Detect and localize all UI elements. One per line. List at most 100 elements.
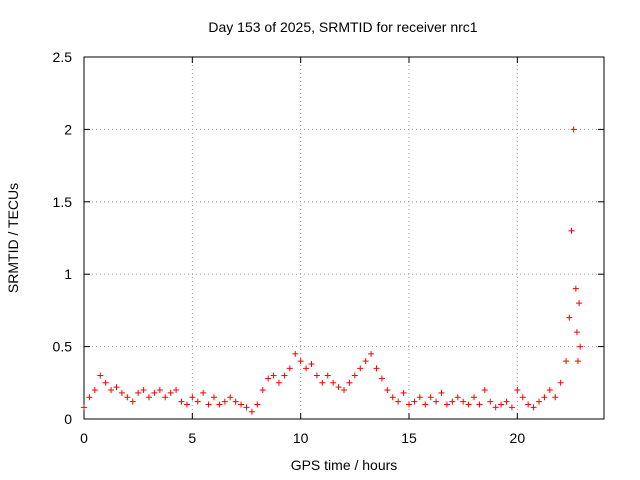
data-point: [243, 404, 250, 411]
data-point: [508, 404, 515, 411]
data-point: [118, 389, 125, 396]
data-point: [471, 394, 477, 401]
data-point: [351, 372, 358, 379]
data-point: [368, 350, 375, 357]
data-point: [411, 398, 418, 405]
y-tick-label: 2.5: [53, 49, 73, 65]
data-point: [254, 401, 261, 408]
data-point: [546, 387, 553, 394]
x-tick-label: 0: [80, 430, 88, 446]
data-point: [481, 387, 488, 394]
data-point: [570, 126, 577, 133]
data-point: [313, 372, 320, 379]
data-point: [232, 398, 239, 405]
data-point: [324, 372, 331, 379]
data-point: [97, 372, 104, 379]
data-point: [568, 227, 575, 234]
data-point: [552, 394, 559, 401]
data-point: [572, 285, 579, 292]
data-point: [357, 365, 364, 372]
grid: [84, 57, 604, 419]
data-point: [124, 394, 131, 401]
data-point: [238, 401, 245, 408]
data-point: [303, 365, 310, 372]
data-point: [427, 394, 434, 401]
axes: [83, 56, 605, 420]
data-points: [81, 126, 584, 415]
data-point: [135, 389, 142, 396]
data-point: [216, 401, 223, 408]
y-axis-label: SRMTID / TECUs: [5, 183, 21, 293]
data-point: [194, 398, 201, 405]
data-point: [530, 404, 537, 411]
data-point: [422, 401, 429, 408]
data-point: [330, 379, 337, 386]
data-point: [205, 401, 212, 408]
data-point: [557, 379, 564, 386]
y-tick-label: 0: [64, 411, 72, 427]
data-point: [308, 360, 315, 367]
data-point: [248, 408, 255, 415]
data-point: [178, 398, 185, 405]
plot-frame: [83, 56, 605, 420]
data-point: [91, 387, 98, 394]
data-point: [454, 394, 461, 401]
data-point: [443, 401, 450, 408]
x-tick-label: 5: [188, 430, 196, 446]
data-point: [319, 379, 326, 386]
data-point: [438, 389, 445, 396]
data-point: [86, 394, 93, 401]
data-point: [476, 401, 483, 408]
data-point: [281, 372, 288, 379]
y-tick-label: 2: [64, 121, 72, 137]
data-point: [162, 394, 169, 401]
tick-labels: 0 5 10 15 20 0 0.5 1 1.5 2 2.5: [53, 49, 526, 446]
data-point: [151, 389, 158, 396]
data-point: [563, 358, 570, 365]
data-point: [346, 379, 353, 386]
data-point: [102, 379, 109, 386]
data-point: [384, 387, 391, 394]
data-point: [113, 384, 120, 391]
data-point: [227, 394, 234, 401]
data-point: [525, 401, 532, 408]
data-point: [297, 358, 304, 365]
data-point: [259, 387, 266, 394]
data-point: [465, 401, 472, 408]
data-point: [541, 394, 548, 401]
y-tick-label: 1: [64, 266, 72, 282]
data-point: [335, 384, 342, 391]
data-point: [514, 387, 521, 394]
data-point: [566, 314, 573, 321]
data-point: [362, 358, 369, 365]
data-point: [503, 398, 510, 405]
data-point: [211, 394, 217, 401]
data-point: [433, 398, 440, 405]
data-point: [492, 404, 499, 411]
data-point: [573, 329, 580, 336]
data-point: [395, 398, 402, 405]
x-tick-label: 20: [510, 430, 526, 446]
data-point: [536, 398, 542, 405]
data-point: [389, 394, 396, 401]
data-point: [400, 389, 407, 396]
data-point: [498, 401, 505, 408]
data-point: [286, 365, 293, 372]
data-point: [341, 387, 347, 394]
data-point: [108, 387, 115, 394]
data-point: [173, 387, 180, 394]
data-point: [189, 394, 196, 401]
data-point: [449, 398, 456, 405]
x-tick-label: 15: [401, 430, 417, 446]
data-point: [575, 358, 581, 365]
data-point: [577, 343, 584, 350]
chart-title: Day 153 of 2025, SRMTID for receiver nrc…: [208, 19, 477, 35]
data-point: [460, 398, 467, 405]
data-point: [487, 398, 494, 405]
data-point: [183, 401, 190, 408]
data-point: [519, 394, 526, 401]
data-point: [576, 300, 583, 307]
data-point: [416, 394, 423, 401]
